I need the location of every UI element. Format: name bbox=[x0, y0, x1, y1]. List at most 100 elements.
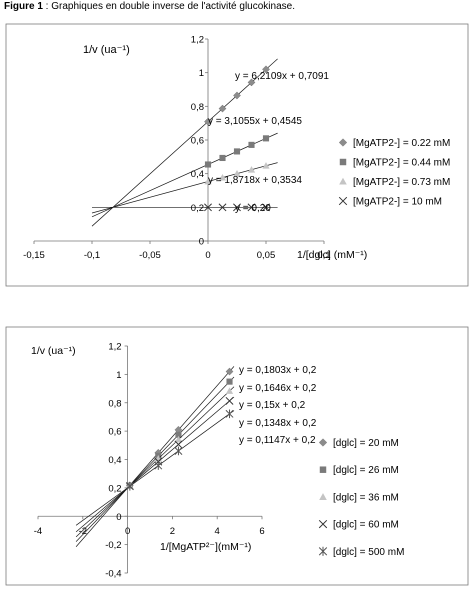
chart-1-frame bbox=[5, 23, 469, 287]
chart-1-legend-marker bbox=[338, 138, 348, 147]
chart-2-y-tick-label: -0,2 bbox=[105, 540, 121, 551]
chart-1-legend-marker bbox=[339, 177, 347, 185]
chart-1-trendline-equation: y = 3,1055x + 0,4545 bbox=[208, 116, 302, 127]
chart-1-data-point bbox=[204, 177, 212, 185]
chart-1-y-tick-label: 1,2 bbox=[191, 35, 204, 46]
chart-2-y-tick-label: -0,4 bbox=[105, 569, 121, 580]
chart-1-y-tick-label: 0,8 bbox=[191, 102, 204, 113]
chart-1-data-point bbox=[262, 203, 270, 212]
chart-1-data-point bbox=[262, 65, 270, 74]
chart-2-frame bbox=[5, 326, 469, 586]
chart-2-legend-marker bbox=[319, 493, 327, 500]
chart-2-trendline-equation: y = 0,1348x + 0,2 bbox=[239, 418, 317, 429]
chart-2-data-point bbox=[125, 481, 134, 491]
chart-2-legend-marker bbox=[318, 546, 328, 556]
chart-1-data-point bbox=[219, 154, 226, 162]
figure-label: Figure 1 bbox=[4, 1, 43, 12]
chart-1-data-point bbox=[233, 203, 241, 212]
chart-2-trendline bbox=[75, 410, 235, 526]
chart-2-x-tick-label: -4 bbox=[34, 526, 42, 537]
chart-1-y-tick-label: 0,2 bbox=[191, 203, 204, 214]
chart-1-legend-label: [MgATP2-] = 10 mM bbox=[353, 197, 442, 208]
chart-1-x-tick-label: -0,1 bbox=[84, 250, 100, 261]
chart-2-y-tick-label: 0,6 bbox=[108, 427, 121, 438]
chart-2-legend-marker bbox=[318, 519, 328, 529]
chart-1-x-tick-label: 0,1 bbox=[317, 250, 330, 261]
chart-2-y-tick-label: 0,8 bbox=[108, 398, 121, 409]
chart-2-trendline-equation: y = 0,1646x + 0,2 bbox=[239, 383, 317, 394]
chart-2-legend-label: [dglc] = 60 mM bbox=[333, 520, 399, 531]
chart-1-data-point bbox=[218, 203, 227, 212]
chart-2-y-tick-label: 0 bbox=[116, 512, 121, 523]
chart-2-y-axis-label: 1/v (ua⁻¹) bbox=[31, 345, 76, 357]
chart-1-trendline bbox=[91, 58, 278, 227]
chart-2-legend-marker bbox=[319, 466, 327, 473]
chart-2-y-tick-label: 0,4 bbox=[108, 455, 121, 466]
chart-2-data-point bbox=[225, 387, 234, 394]
chart-1-legend-marker bbox=[338, 196, 348, 206]
chart-2-y-tick-label: 1,2 bbox=[108, 342, 121, 353]
chart-1-data-point bbox=[247, 203, 256, 212]
chart-1-y-axis-label: 1/v (ua⁻¹) bbox=[83, 44, 130, 56]
chart-1-data-point bbox=[218, 173, 227, 181]
chart-2-legend-label: [dglc] = 20 mM bbox=[333, 438, 399, 449]
chart-2-data-point bbox=[175, 431, 182, 438]
chart-1-data-point bbox=[233, 148, 241, 155]
chart-1-y-tick-label: 0,6 bbox=[191, 136, 204, 147]
chart-2-x-tick-label: -2 bbox=[79, 526, 87, 537]
chart-1-data-point bbox=[204, 117, 212, 126]
chart-2-legend-label: [dglc] = 36 mM bbox=[333, 492, 399, 503]
chart-1-x-tick-label: 0,05 bbox=[257, 250, 276, 261]
chart-2-y-tick-label: 1 bbox=[116, 370, 121, 381]
chart-1-trendline bbox=[91, 162, 278, 214]
chart-1-legend-marker bbox=[339, 158, 347, 166]
chart-1-legend-label: [MgATP2-] = 0.73 mM bbox=[353, 177, 450, 188]
chart-1-legend-label: [MgATP2-] = 0.44 mM bbox=[353, 158, 450, 169]
chart-2-data-point bbox=[225, 409, 234, 419]
chart-1-data-point bbox=[204, 161, 212, 168]
chart-2-data-point bbox=[174, 446, 183, 456]
chart-2-data-point bbox=[226, 378, 233, 385]
chart-1-trendline-equation: y = 0,20 bbox=[235, 203, 271, 214]
chart-1-x-tick-label: -0,15 bbox=[23, 250, 45, 261]
chart-1-y-tick-label: 0 bbox=[199, 237, 204, 248]
chart-2-legend-marker bbox=[318, 438, 328, 447]
figure-caption-text: : Graphiques en double inverse de l'acti… bbox=[42, 1, 295, 12]
chart-2-x-tick-label: 6 bbox=[259, 526, 264, 537]
chart-1-trendline bbox=[91, 132, 278, 218]
chart-1-data-point bbox=[233, 91, 241, 100]
chart-1-y-tick-label: 0,4 bbox=[191, 169, 204, 180]
chart-2-legend-label: [dglc] = 500 mM bbox=[333, 547, 404, 558]
chart-2-legend-label: [dglc] = 26 mM bbox=[333, 465, 399, 476]
chart-1-data-point bbox=[218, 104, 227, 113]
chart-2-data-point bbox=[174, 440, 183, 449]
chart-1-legend-label: [MgATP2-] = 0.22 mM bbox=[353, 138, 450, 149]
chart-2-data-point bbox=[225, 396, 234, 405]
chart-2-data-point bbox=[154, 461, 163, 470]
chart-1-x-axis-label: 1/[dglc] (mM⁻¹) bbox=[297, 249, 367, 261]
chart-2-data-point bbox=[225, 367, 234, 376]
chart-1-data-point bbox=[247, 166, 256, 173]
chart-2-trendline-equation: y = 0,1147x + 0,2 bbox=[239, 435, 316, 446]
chart-2-y-tick-label: 0,2 bbox=[108, 483, 121, 494]
chart-2-x-tick-label: 0 bbox=[125, 526, 130, 537]
chart-1-trendline-equation: y = 1,8718x + 0,3534 bbox=[208, 175, 302, 186]
chart-2-trendline-equation: y = 0,15x + 0,2 bbox=[239, 400, 306, 411]
chart-2-data-point bbox=[174, 435, 183, 443]
chart-1-y-tick-label: 1 bbox=[199, 68, 204, 79]
chart-1-data-point bbox=[204, 203, 212, 212]
chart-1-data-point bbox=[233, 170, 241, 177]
chart-2-x-tick-label: 4 bbox=[215, 526, 220, 537]
chart-1-data-point bbox=[247, 78, 256, 87]
chart-1-x-tick-label: -0,05 bbox=[139, 250, 161, 261]
chart-2-trendline-equation: y = 0,1803x + 0,2 bbox=[239, 365, 317, 376]
chart-1-x-tick-label: 0 bbox=[205, 250, 210, 261]
chart-1-data-point bbox=[262, 162, 270, 169]
chart-2-x-tick-label: 2 bbox=[170, 526, 175, 537]
figure-caption: Figure 1 : Graphiques en double inverse … bbox=[4, 1, 295, 12]
chart-1-trendline-equation: y = 6,2109x + 0,7091 bbox=[235, 71, 329, 82]
chart-2-x-axis-label: 1/[MgATP²⁻](mM⁻¹) bbox=[160, 541, 251, 553]
chart-1-data-point bbox=[248, 141, 255, 148]
chart-1-data-point bbox=[262, 135, 270, 142]
